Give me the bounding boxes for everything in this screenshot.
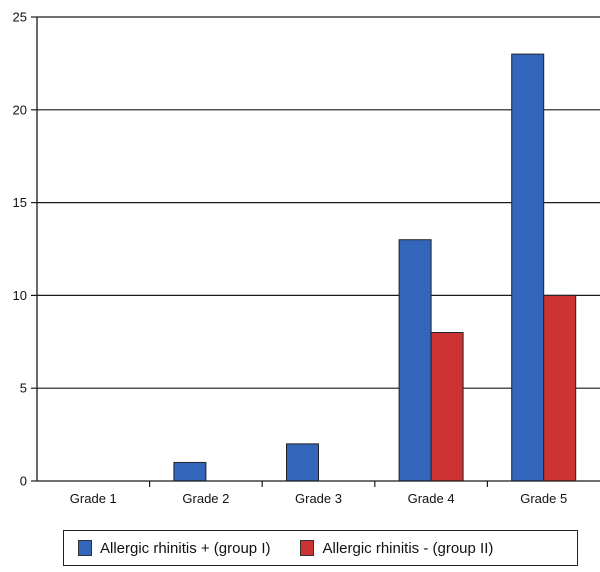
bar-grade-3-series-1	[286, 443, 319, 482]
axes	[36, 17, 600, 487]
legend-item-group-1: Allergic rhinitis + (group I)	[78, 540, 270, 557]
x-tick-label-grade-1: Grade 1	[70, 491, 117, 506]
y-tick-label-5: 5	[20, 381, 27, 396]
y-tick-label-20: 20	[13, 102, 27, 117]
legend: Allergic rhinitis + (group I) Allergic r…	[63, 530, 578, 566]
bars	[173, 53, 577, 482]
legend-label-group-1: Allergic rhinitis + (group I)	[100, 539, 271, 557]
bar-grade-5-series-1	[511, 53, 545, 482]
x-tick-label-grade-2: Grade 2	[182, 491, 229, 506]
x-tick-label-grade-3: Grade 3	[295, 491, 342, 506]
x-tick-label-grade-4: Grade 4	[408, 491, 455, 506]
y-axis-tick-labels: 0 5 10 15 20 25	[13, 10, 27, 489]
legend-swatch-group-1	[78, 540, 92, 556]
x-axis-tick-labels: Grade 1 Grade 2 Grade 3 Grade 4 Grade 5	[70, 491, 567, 506]
bar-grade-4-series-1	[398, 239, 432, 482]
legend-label-group-2: Allergic rhinitis - (group II)	[322, 539, 494, 557]
y-tick-label-15: 15	[13, 195, 27, 210]
bar-grade-5-series-2	[543, 294, 577, 482]
gridlines	[31, 16, 600, 482]
y-tick-label-10: 10	[13, 288, 27, 303]
legend-item-group-2: Allergic rhinitis - (group II)	[300, 540, 493, 557]
y-tick-label-0: 0	[20, 474, 27, 489]
legend-swatch-group-2	[300, 540, 315, 556]
bar-grade-2-series-1	[173, 461, 207, 482]
y-tick-label-25: 25	[13, 10, 27, 25]
x-tick-label-grade-5: Grade 5	[520, 491, 567, 506]
bar-grade-4-series-2	[430, 332, 464, 482]
